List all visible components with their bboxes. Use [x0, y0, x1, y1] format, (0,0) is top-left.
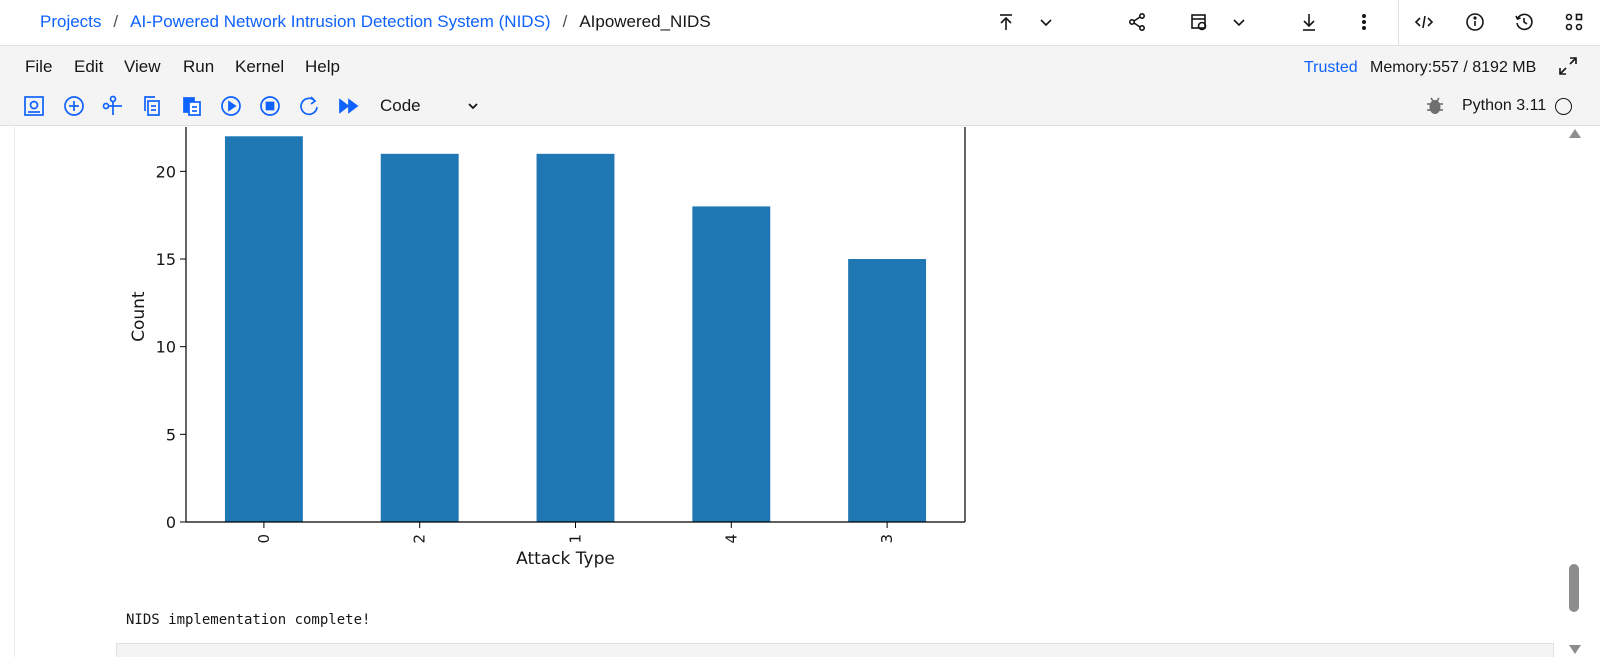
x-tick-label: 3 — [878, 534, 896, 544]
chevron-down-icon — [468, 103, 478, 110]
menubar: File Edit View Run Kernel Help Trusted M… — [0, 46, 1600, 86]
y-tick-label: 0 — [166, 513, 176, 532]
header-divider — [1398, 0, 1399, 46]
bar-attack-type-2 — [380, 153, 459, 522]
upload-icon[interactable] — [993, 9, 1019, 35]
x-tick-label: 0 — [255, 534, 273, 544]
y-tick-label: 10 — [156, 338, 176, 357]
vertical-scrollbar[interactable] — [1566, 127, 1584, 657]
breadcrumb: Projects / AI-Powered Network Intrusion … — [40, 0, 711, 44]
copy-icon[interactable] — [140, 94, 164, 118]
bars-group — [224, 136, 927, 523]
x-axis-label: Attack Type — [516, 549, 615, 569]
chevron-down-icon[interactable] — [1226, 9, 1252, 35]
menu-file[interactable]: File — [25, 57, 53, 76]
chevron-down-icon[interactable] — [1033, 9, 1059, 35]
cell-type-select[interactable]: Code — [380, 92, 480, 120]
history-icon[interactable] — [1511, 9, 1537, 35]
memory-usage: Memory:557 / 8192 MB — [1370, 59, 1537, 76]
notebook-toolbar: Code Python 3.11 — [0, 86, 1600, 126]
bar-attack-type-1 — [536, 153, 615, 522]
breadcrumb-separator: / — [113, 12, 119, 31]
breadcrumb-separator: / — [562, 12, 568, 31]
overflow-menu-icon[interactable] — [1351, 9, 1377, 35]
cell-output-text: NIDS implementation complete! — [126, 612, 371, 628]
restart-kernel-icon[interactable] — [297, 94, 321, 118]
y-tick-label: 20 — [156, 162, 176, 181]
run-cell-icon[interactable] — [219, 94, 243, 118]
cut-icon[interactable] — [101, 94, 125, 118]
kernel-name[interactable]: Python 3.11 — [1462, 97, 1547, 114]
stop-kernel-icon[interactable] — [258, 94, 282, 118]
y-tick-label: 15 — [156, 250, 176, 269]
trusted-status[interactable]: Trusted — [1304, 59, 1358, 76]
y-tick-label: 5 — [166, 425, 176, 444]
x-tick-label: 4 — [722, 534, 740, 544]
kernel-status-icon — [1555, 98, 1572, 115]
cell-type-value: Code — [380, 96, 421, 115]
apps-icon[interactable] — [1561, 9, 1587, 35]
download-icon[interactable] — [1296, 9, 1322, 35]
code-icon[interactable] — [1411, 9, 1437, 35]
menu-help[interactable]: Help — [305, 57, 340, 76]
attack-type-bar-chart: 0 5 10 15 20 0 2 1 4 3 Count Attack Type — [129, 127, 966, 569]
add-cell-icon[interactable] — [62, 94, 86, 118]
scrollbar-thumb[interactable] — [1569, 564, 1579, 612]
x-axis-ticks: 0 2 1 4 3 — [255, 522, 896, 544]
bar-attack-type-4 — [692, 206, 771, 522]
menu-kernel[interactable]: Kernel — [235, 57, 285, 76]
x-tick-label: 2 — [411, 534, 429, 544]
run-all-icon[interactable] — [337, 94, 361, 118]
cell-gutter — [14, 127, 15, 657]
x-tick-label: 1 — [567, 534, 585, 544]
scroll-up-arrow-icon[interactable] — [1569, 129, 1581, 138]
debugger-icon[interactable] — [1424, 95, 1446, 117]
y-axis-ticks: 0 5 10 15 20 — [156, 162, 186, 532]
notebook-content: 0 5 10 15 20 0 2 1 4 3 Count Attack Type NIDS im… — [0, 127, 1600, 657]
menu-view[interactable]: View — [124, 57, 161, 76]
info-icon[interactable] — [1462, 9, 1488, 35]
y-axis-label: Count — [129, 291, 149, 342]
bar-attack-type-3 — [848, 259, 927, 522]
save-icon[interactable] — [22, 94, 46, 118]
breadcrumb-notebook-name: AIpowered_NIDS — [579, 12, 711, 31]
breadcrumb-projects-link[interactable]: Projects — [40, 12, 102, 31]
menu-run[interactable]: Run — [183, 57, 215, 76]
breadcrumb-project-link[interactable]: AI-Powered Network Intrusion Detection S… — [130, 12, 551, 31]
bar-attack-type-0 — [224, 136, 303, 523]
maximize-icon[interactable] — [1558, 56, 1580, 78]
share-icon[interactable] — [1124, 9, 1150, 35]
paste-icon[interactable] — [180, 94, 204, 118]
next-code-cell[interactable] — [116, 643, 1554, 657]
schedule-icon[interactable] — [1186, 9, 1212, 35]
scroll-down-arrow-icon[interactable] — [1569, 645, 1581, 654]
app-header: Projects / AI-Powered Network Intrusion … — [0, 0, 1600, 46]
menu-edit[interactable]: Edit — [74, 57, 104, 76]
